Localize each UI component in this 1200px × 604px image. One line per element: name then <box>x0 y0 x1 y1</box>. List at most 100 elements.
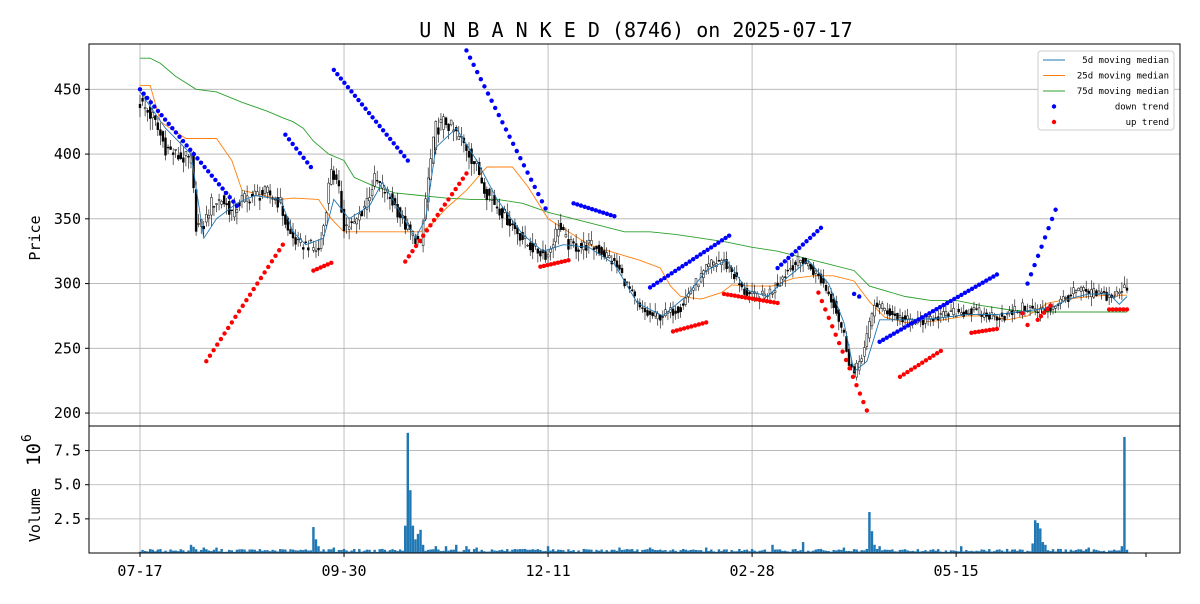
volume-grid <box>89 426 1180 553</box>
candle-body <box>771 292 774 295</box>
volume-bar <box>906 550 909 553</box>
candle-body <box>633 291 636 297</box>
candle-body <box>1105 291 1108 301</box>
up-trend-dot <box>854 383 859 388</box>
up-trend-dot <box>823 307 828 312</box>
candle-body <box>442 116 445 130</box>
down-trend-dot <box>612 214 617 219</box>
volume-bar <box>661 550 665 553</box>
volume-bar <box>1000 550 1004 553</box>
down-trend-dot <box>195 156 200 161</box>
volume-bar <box>498 550 501 553</box>
volume-bar <box>804 551 807 553</box>
volume-bar <box>411 525 415 553</box>
volume-bar <box>1115 550 1119 553</box>
volume-bar <box>891 549 894 553</box>
down-trend-dot <box>582 204 587 210</box>
up-trend-dot <box>559 259 564 265</box>
volume-bar <box>148 549 152 553</box>
candle-body <box>1049 307 1052 312</box>
down-trend-dot <box>909 321 914 326</box>
candle-body <box>891 310 894 315</box>
volume-bar <box>664 550 667 553</box>
up-trend-dot <box>247 292 253 297</box>
volume-bar <box>776 549 779 553</box>
volume-bar <box>720 550 723 553</box>
candle-body <box>679 307 682 313</box>
candle-body <box>340 190 343 213</box>
up-trend-dot <box>905 369 910 375</box>
volume-bar <box>582 548 585 553</box>
volume-bar <box>886 549 889 553</box>
volume-bar <box>722 549 726 553</box>
volume-bar <box>835 550 838 553</box>
volume-bar <box>909 551 912 553</box>
candle-body <box>957 308 960 313</box>
volume-bar <box>1082 550 1085 553</box>
down-trend-dot <box>669 271 674 276</box>
volume-bar <box>766 551 769 553</box>
down-trend-dot <box>525 170 530 175</box>
candle-body <box>990 312 994 320</box>
down-trend-dot <box>342 80 347 86</box>
volume-bar <box>993 551 996 553</box>
up-trend-dot <box>923 358 929 363</box>
candle-body <box>148 106 152 119</box>
down-trend-dot <box>726 233 732 238</box>
volume-bar <box>794 549 797 553</box>
volume-bar <box>883 549 886 553</box>
volume-bar <box>233 551 236 553</box>
up-trend-dot <box>460 176 466 181</box>
candle-body <box>921 319 925 325</box>
candle-body <box>220 201 223 205</box>
up-trend-dot <box>428 223 433 228</box>
down-trend-dot <box>937 304 943 310</box>
volume-bar <box>855 549 858 553</box>
volume-bar <box>312 527 315 553</box>
volume-bar <box>184 551 188 553</box>
up-trend-dot <box>826 315 831 321</box>
candle-body <box>365 197 369 210</box>
candle-body <box>363 206 366 209</box>
down-trend-dot <box>980 280 985 285</box>
down-trend-dot <box>177 134 182 140</box>
volume-bar <box>648 547 652 553</box>
candle-body <box>261 190 264 196</box>
volume-bar <box>432 549 435 553</box>
down-trend-dot <box>503 127 509 132</box>
volume-bar <box>347 551 351 553</box>
down-trend-dot <box>589 206 595 212</box>
candle-body <box>794 261 797 266</box>
down-trend-dot <box>366 110 372 116</box>
candle-body <box>580 243 583 248</box>
volume-bar <box>368 549 371 553</box>
up-trend-dot <box>1117 307 1123 312</box>
volume-bar <box>508 551 512 553</box>
candle-body <box>641 307 644 309</box>
down-trend-dot <box>991 274 996 279</box>
candle-body <box>258 197 262 201</box>
candle-body <box>712 261 716 266</box>
volume-bar <box>1039 528 1042 553</box>
down-trend-dot <box>800 242 806 247</box>
volume-bar <box>531 549 534 553</box>
volume-bar <box>215 547 218 553</box>
volume-bar <box>307 550 310 553</box>
volume-bar <box>434 546 438 553</box>
volume-bar <box>1054 551 1057 553</box>
volume-bar <box>442 550 445 553</box>
candle-body <box>243 193 246 203</box>
up-trend-dot <box>1038 314 1044 319</box>
down-trend-dot <box>973 284 978 289</box>
volume-bar <box>608 551 611 553</box>
down-trend-dot <box>647 285 653 290</box>
volume-bar <box>977 551 981 553</box>
down-trend-dot <box>294 146 299 151</box>
candle-body <box>207 215 211 219</box>
volume-bar <box>212 549 216 553</box>
candle-body <box>613 258 616 261</box>
candle-body <box>761 290 764 294</box>
volume-bar <box>151 549 154 553</box>
candle-body <box>289 229 292 235</box>
candle-body <box>898 315 902 318</box>
